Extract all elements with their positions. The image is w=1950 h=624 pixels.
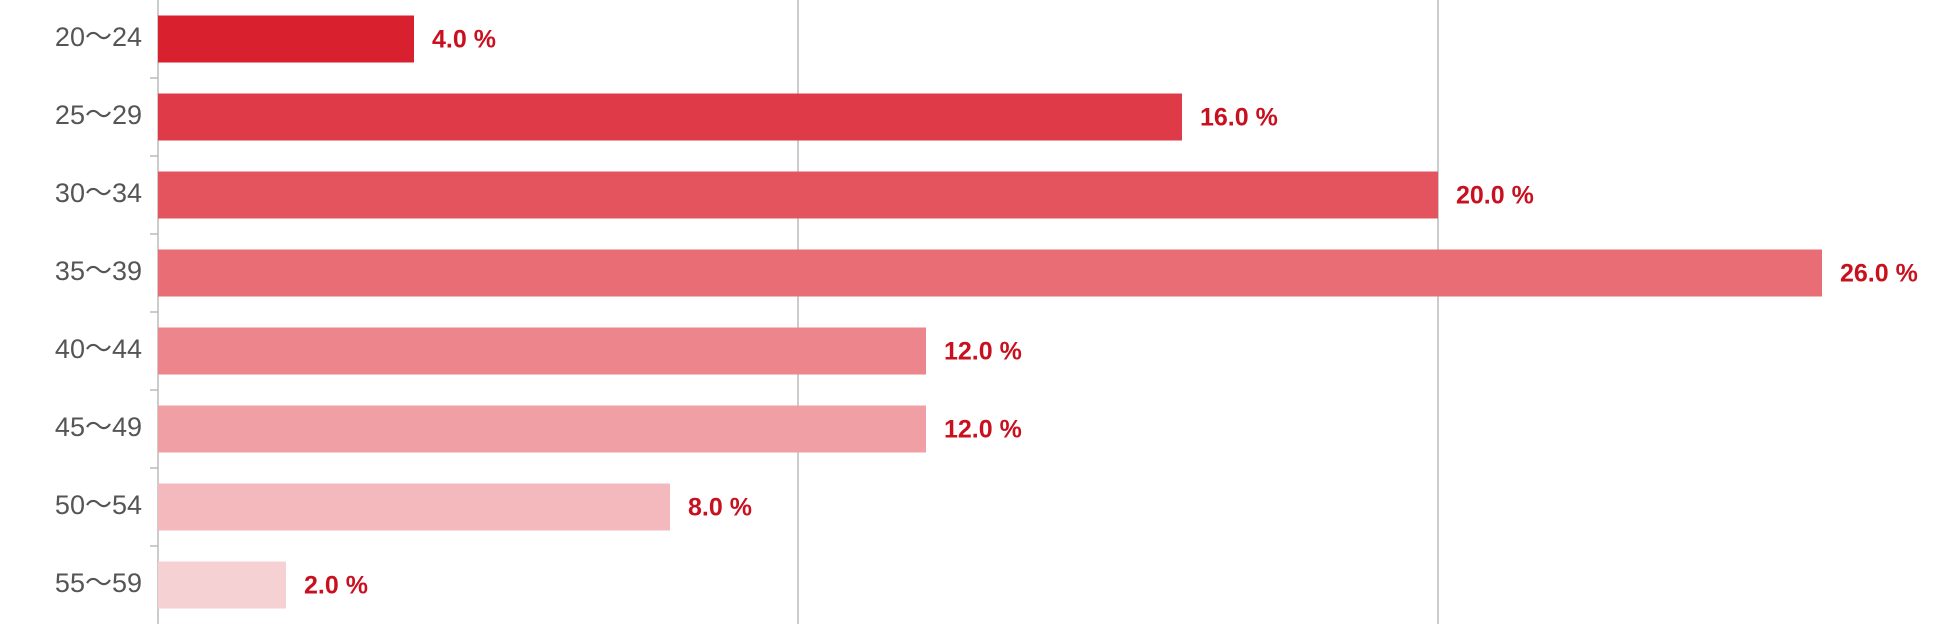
value-label: 4.0 % (432, 26, 496, 54)
y-tick-label: 35〜39 (55, 256, 142, 286)
bar (158, 93, 1182, 141)
value-label: 16.0 % (1200, 104, 1278, 132)
bar (158, 171, 1438, 219)
y-tick-label: 30〜34 (55, 178, 142, 208)
value-label: 12.0 % (944, 416, 1022, 444)
y-tick-label: 55〜59 (55, 568, 142, 598)
bar (158, 249, 1822, 297)
bar (158, 15, 414, 63)
value-label: 12.0 % (944, 338, 1022, 366)
value-label: 2.0 % (304, 572, 368, 600)
bar (158, 327, 926, 375)
y-tick-label: 40〜44 (55, 334, 142, 364)
y-tick-label: 25〜29 (55, 100, 142, 130)
y-tick-label: 50〜54 (55, 490, 142, 520)
y-tick-label: 45〜49 (55, 412, 142, 442)
value-label: 20.0 % (1456, 182, 1534, 210)
y-tick-label: 20〜24 (55, 22, 142, 52)
value-label: 8.0 % (688, 494, 752, 522)
value-label: 26.0 % (1840, 260, 1918, 288)
bar (158, 405, 926, 453)
bar (158, 483, 670, 531)
bar (158, 561, 286, 609)
